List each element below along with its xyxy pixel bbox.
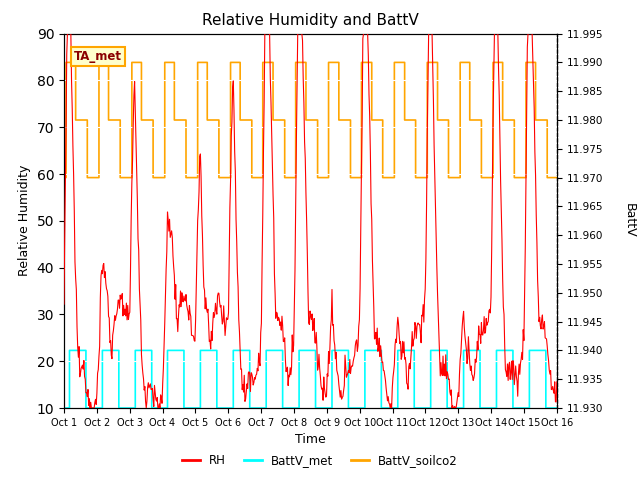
Text: TA_met: TA_met [74, 50, 122, 63]
Legend: RH, BattV_met, BattV_soilco2: RH, BattV_met, BattV_soilco2 [177, 449, 463, 472]
Y-axis label: BattV: BattV [623, 204, 636, 238]
Y-axis label: Relative Humidity: Relative Humidity [18, 165, 31, 276]
X-axis label: Time: Time [295, 433, 326, 446]
Title: Relative Humidity and BattV: Relative Humidity and BattV [202, 13, 419, 28]
